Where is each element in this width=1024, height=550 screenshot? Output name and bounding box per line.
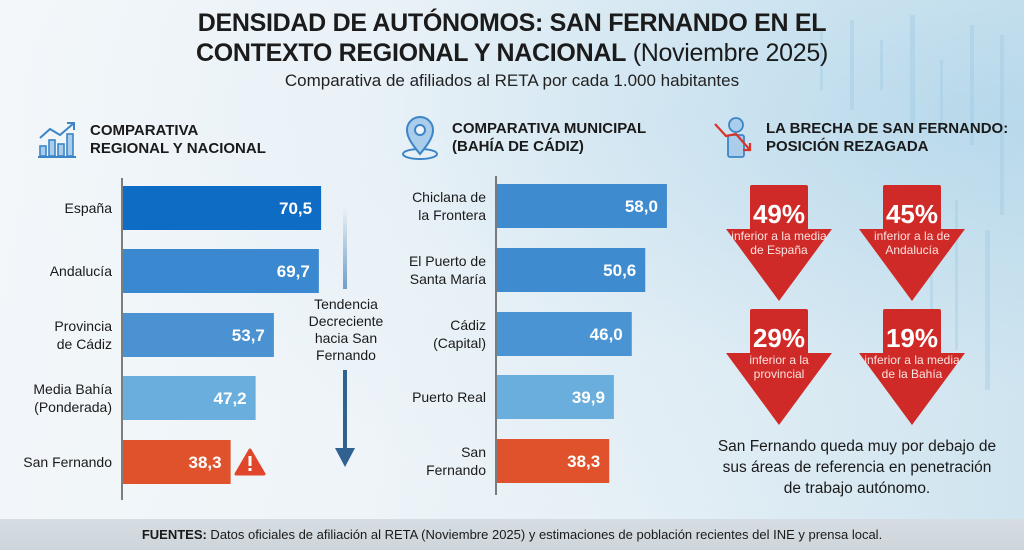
section-title-municipal: COMPARATIVA MUNICIPAL (BAHÍA DE CÁDIZ) xyxy=(452,120,646,156)
category-label: Chiclana de la Frontera xyxy=(412,189,486,223)
bar-value-label: 47,2 xyxy=(214,389,247,408)
bar-c-diz-capital- xyxy=(497,312,632,356)
regional-bar-chart: 70,5 España 69,7 Andalucía 53,7 Provincia de C… xyxy=(23,178,322,500)
category-label: Puerto Real xyxy=(412,389,486,405)
title-line-2-bold: CONTEXTO REGIONAL Y NACIONAL xyxy=(195,39,627,67)
gap-card-andalucia: 45% inferior a la de Andalucía xyxy=(857,183,967,303)
title-line-2-date: (Noviembre 2025) xyxy=(626,39,829,67)
section-header-municipal: COMPARATIVA MUNICIPAL (BAHÍA DE CÁDIZ) xyxy=(398,114,646,162)
title-line-2: CONTEXTO REGIONAL Y NACIONAL (Noviembre … xyxy=(0,38,1024,68)
warning-triangle-icon xyxy=(234,448,266,476)
bar-chart-trend-icon xyxy=(38,122,76,158)
gap-percent: 29% xyxy=(752,323,806,353)
gap-description: inferior a la media de la Bahía xyxy=(864,353,960,381)
map-pin-icon xyxy=(402,116,438,160)
footer-label: FUENTES: xyxy=(141,527,207,542)
section-title-gap-line-2: POSICIÓN REZAGADA xyxy=(766,138,929,155)
section-title-municipal-line-1: COMPARATIVA MUNICIPAL xyxy=(452,120,647,137)
trend-line-bottom xyxy=(343,370,347,450)
gap-card-bahia: 19% inferior a la media de la Bahía xyxy=(857,307,967,427)
trend-label: Tendencia Decreciente hacia San Fernando xyxy=(308,296,384,363)
bar-espa-a xyxy=(123,186,322,230)
trend-arrowhead-icon xyxy=(335,448,355,467)
bar-value-label: 38,3 xyxy=(189,453,222,472)
gap-description: inferior a la media de España xyxy=(731,229,827,257)
category-label: Andalucía xyxy=(50,263,112,279)
page-subtitle: Comparativa de afiliados al RETA por cad… xyxy=(284,71,740,90)
bar-value-label: 69,7 xyxy=(277,262,310,281)
bar-value-label: 50,6 xyxy=(603,261,636,280)
category-label: España xyxy=(65,200,113,216)
bar-el-puerto-de-santa-mar-a xyxy=(497,248,646,292)
category-label: Media Bahía (Ponderada) xyxy=(33,381,112,415)
person-decline-icon xyxy=(714,117,752,158)
gap-summary: San Fernando queda muy por debajo de sus… xyxy=(717,438,997,497)
category-label: El Puerto de Santa María xyxy=(409,253,486,287)
footer-text: Datos oficiales de afiliación al RETA (N… xyxy=(206,527,883,542)
gap-percent: 19% xyxy=(885,323,939,353)
category-label: Provincia de Cádiz xyxy=(54,318,112,352)
gap-card-spain: 49% inferior a la media de España xyxy=(724,183,834,303)
bar-san-fernando xyxy=(497,439,610,483)
gap-percent: 49% xyxy=(752,199,806,229)
section-header-gap: LA BRECHA DE SAN FERNANDO: POSICIÓN REZA… xyxy=(712,116,1008,160)
footer-sources: FUENTES: Datos oficiales de afiliación a… xyxy=(0,519,1024,550)
bar-value-label: 46,0 xyxy=(590,325,623,344)
bar-media-bah-a-ponderada- xyxy=(123,376,256,420)
category-label: Cádiz (Capital) xyxy=(433,317,486,351)
section-title-gap: LA BRECHA DE SAN FERNANDO: POSICIÓN REZA… xyxy=(766,120,1008,156)
section-header-regional: COMPARATIVA REGIONAL Y NACIONAL xyxy=(36,118,266,162)
bar-value-label: 70,5 xyxy=(279,199,312,218)
bar-san-fernando xyxy=(123,440,231,484)
section-title-regional: COMPARATIVA REGIONAL Y NACIONAL xyxy=(90,122,266,158)
trend-line-top xyxy=(343,207,347,289)
down-arrow-icon xyxy=(859,185,965,301)
category-label: San Fernando xyxy=(23,454,112,470)
title-line-1: DENSIDAD DE AUTÓNOMOS: SAN FERNANDO EN E… xyxy=(197,9,827,37)
bar-andaluc-a xyxy=(123,249,319,293)
trend-arrow xyxy=(335,207,355,467)
down-arrow-icon xyxy=(859,309,965,425)
bar-value-label: 53,7 xyxy=(232,326,265,345)
section-title-regional-line-1: COMPARATIVA xyxy=(90,122,199,139)
bar-chiclana-de-la-frontera xyxy=(497,184,667,228)
category-label: San Fernando xyxy=(426,444,486,478)
bar-value-label: 58,0 xyxy=(625,197,658,216)
section-title-gap-line-1: LA BRECHA DE SAN FERNANDO: xyxy=(766,120,1009,137)
gap-description: inferior a la de Andalucía xyxy=(873,229,951,257)
bar-puerto-real xyxy=(497,375,614,419)
gap-card-provincia: 29% inferior a la provincial xyxy=(724,307,834,427)
bar-value-label: 39,9 xyxy=(572,388,605,407)
gap-description: inferior a la provincial xyxy=(749,353,809,381)
down-arrow-icon xyxy=(726,309,832,425)
bar-value-label: 38,3 xyxy=(567,452,600,471)
gap-percent: 45% xyxy=(885,199,939,229)
section-title-municipal-line-2: (BAHÍA DE CÁDIZ) xyxy=(452,138,584,155)
section-title-regional-line-2: REGIONAL Y NACIONAL xyxy=(90,140,266,157)
down-arrow-icon xyxy=(726,185,832,301)
bar-provincia-de-c-diz xyxy=(123,313,274,357)
municipal-bar-chart: 58,0 Chiclana de la Frontera 50,6 El Puerto … xyxy=(409,176,667,495)
page-title: DENSIDAD DE AUTÓNOMOS: SAN FERNANDO EN E… xyxy=(0,8,1024,68)
